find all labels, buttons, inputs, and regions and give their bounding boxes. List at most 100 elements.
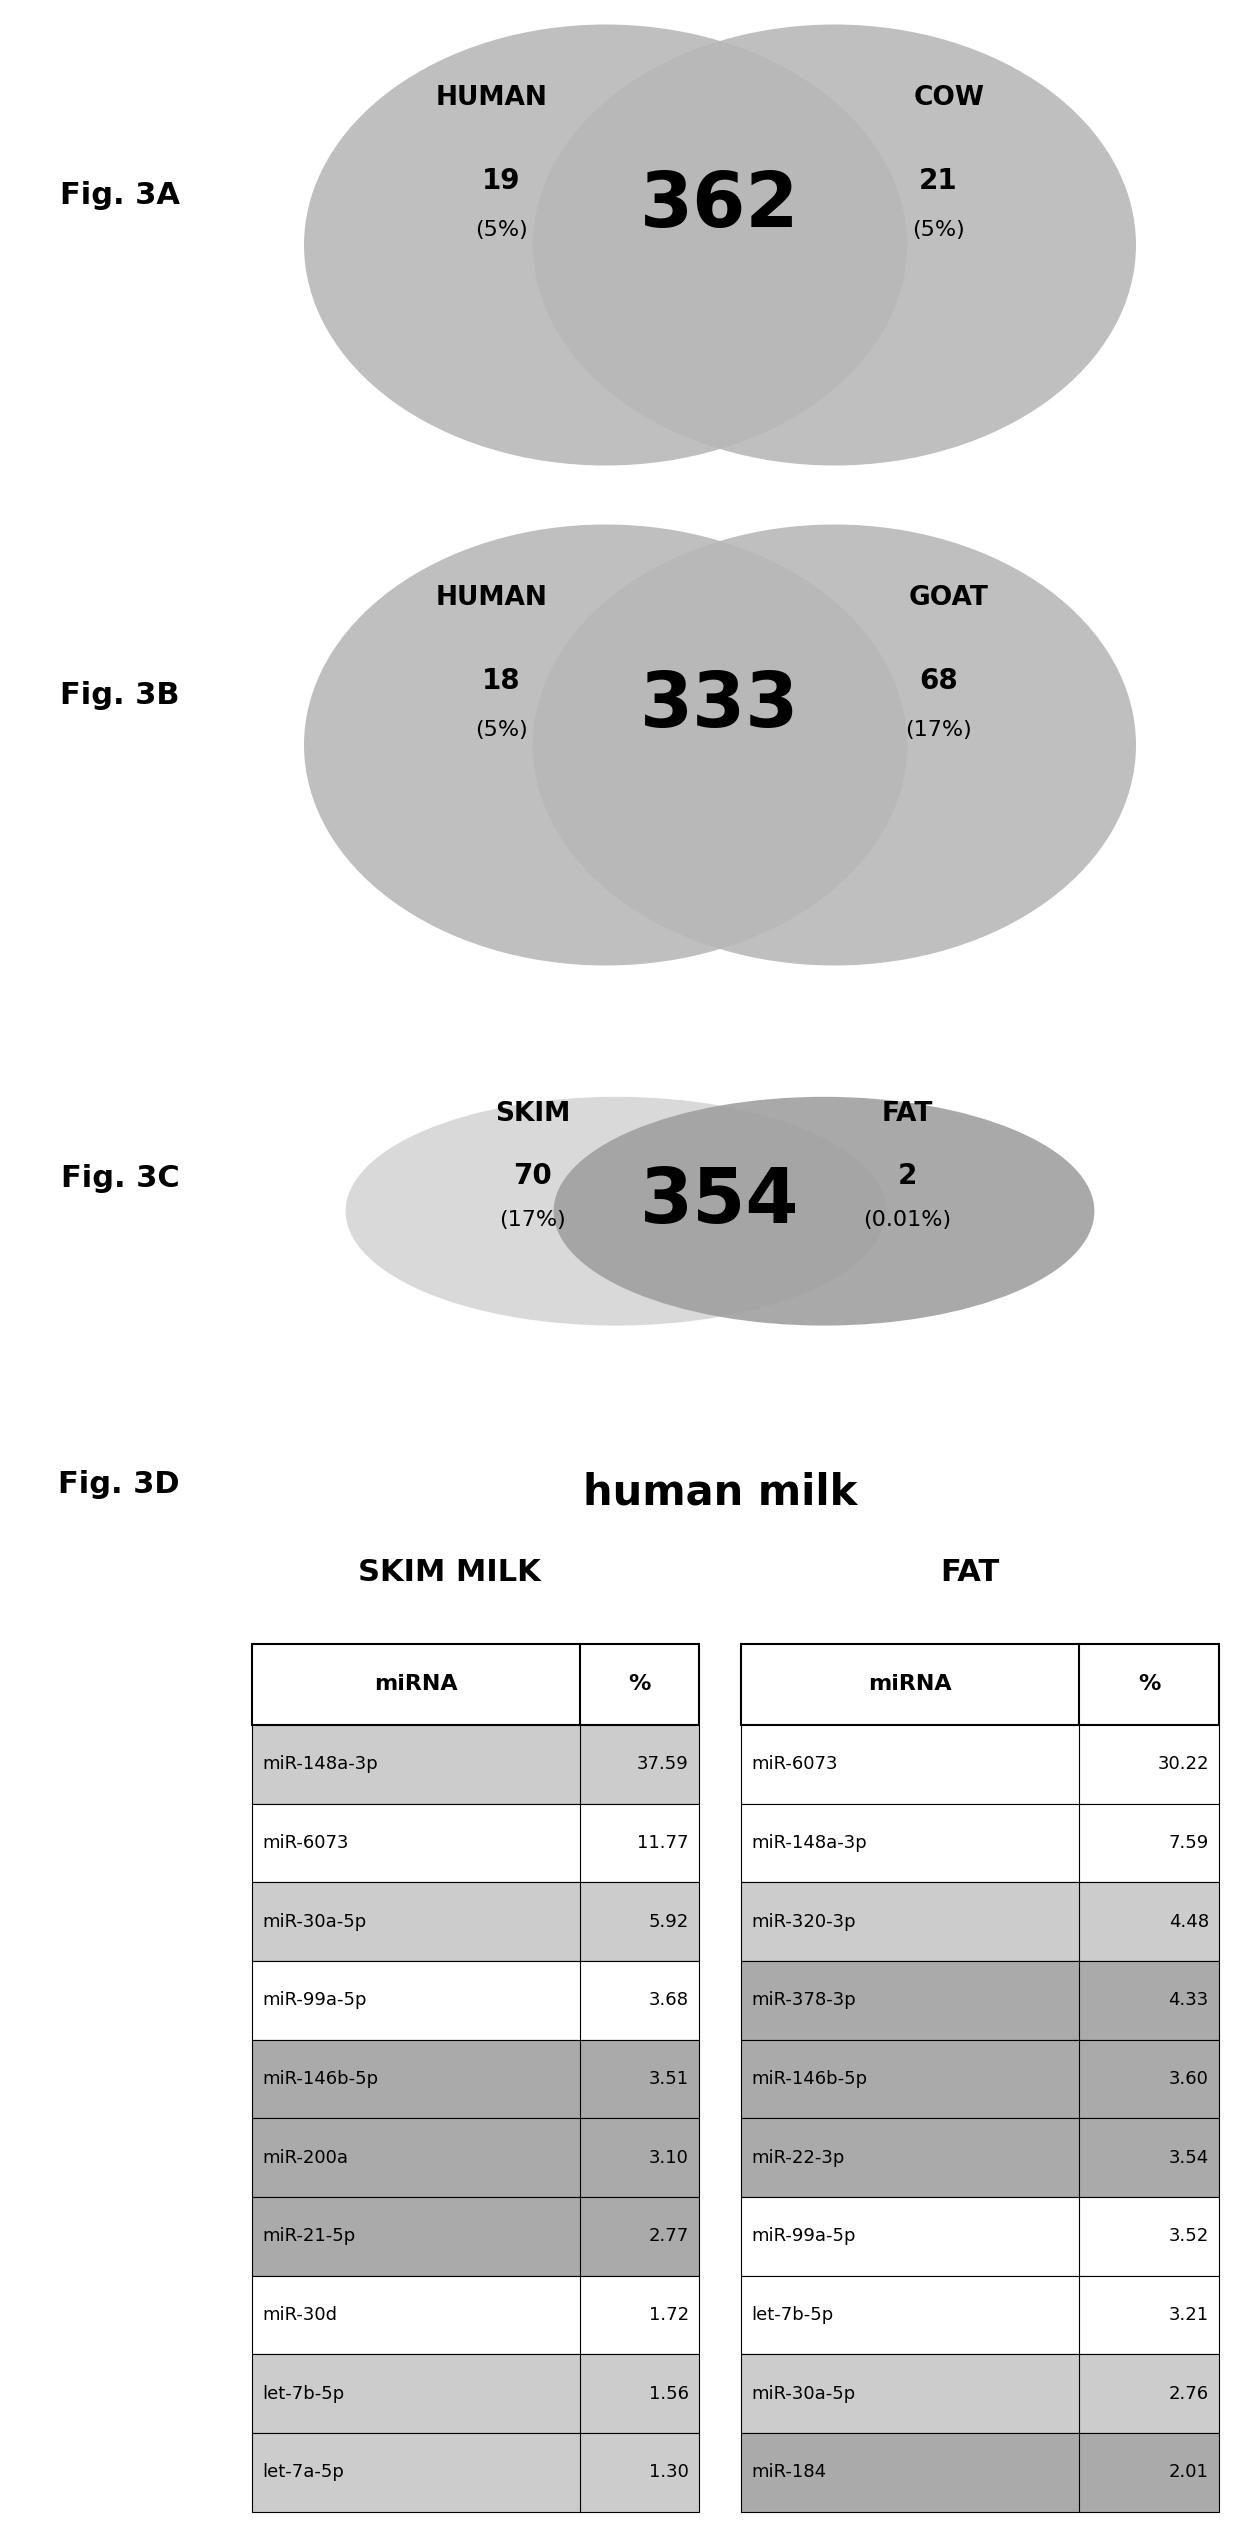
Bar [740, 2117, 1219, 2196]
Text: miR-30a-5p: miR-30a-5p [263, 1914, 367, 1931]
Bar [252, 1962, 699, 2038]
Text: 1.30: 1.30 [649, 2464, 688, 2482]
Text: (5%): (5%) [475, 721, 528, 741]
Ellipse shape [304, 25, 908, 466]
Text: %: % [1138, 1674, 1161, 1694]
Text: miR-146b-5p: miR-146b-5p [263, 2069, 378, 2087]
Text: miRNA: miRNA [868, 1674, 951, 1694]
Text: Fig. 3D: Fig. 3D [58, 1470, 180, 1498]
Text: miR-378-3p: miR-378-3p [751, 1993, 856, 2010]
Text: 3.52: 3.52 [1168, 2227, 1209, 2245]
Text: miR-21-5p: miR-21-5p [263, 2227, 356, 2245]
Text: 1.56: 1.56 [649, 2385, 688, 2403]
Bar [252, 2117, 699, 2196]
Text: FAT: FAT [882, 1101, 932, 1126]
Text: miR-200a: miR-200a [263, 2148, 348, 2166]
Text: 7.59: 7.59 [1168, 1835, 1209, 1852]
Text: let-7a-5p: let-7a-5p [263, 2464, 345, 2482]
Text: Fig. 3C: Fig. 3C [61, 1164, 180, 1192]
Text: GOAT: GOAT [909, 586, 988, 612]
Text: Fig. 3B: Fig. 3B [61, 680, 180, 711]
Text: miRNA: miRNA [374, 1674, 458, 1694]
Text: 2.01: 2.01 [1169, 2464, 1209, 2482]
Text: 3.21: 3.21 [1168, 2306, 1209, 2324]
Bar [252, 1804, 699, 1883]
Text: 362: 362 [640, 168, 800, 242]
Text: miR-184: miR-184 [751, 2464, 826, 2482]
Text: (5%): (5%) [913, 219, 965, 240]
Text: SKIM: SKIM [495, 1101, 570, 1126]
Text: miR-146b-5p: miR-146b-5p [751, 2069, 867, 2087]
Text: 37.59: 37.59 [637, 1756, 688, 1773]
Bar [252, 2433, 699, 2512]
Text: HUMAN: HUMAN [435, 586, 547, 612]
Bar [252, 2354, 699, 2433]
Text: miR-320-3p: miR-320-3p [751, 1914, 856, 1931]
Bar [740, 1643, 1219, 1725]
Text: 19: 19 [482, 168, 521, 196]
Bar [740, 2196, 1219, 2275]
Text: 4.48: 4.48 [1168, 1914, 1209, 1931]
Text: miR-99a-5p: miR-99a-5p [263, 1993, 367, 2010]
Text: 21: 21 [919, 168, 957, 196]
Text: Fig. 3A: Fig. 3A [60, 181, 180, 211]
Text: 3.54: 3.54 [1168, 2148, 1209, 2166]
Text: 2: 2 [898, 1162, 916, 1190]
Text: COW: COW [914, 84, 985, 112]
Bar [252, 1883, 699, 1962]
Text: miR-99a-5p: miR-99a-5p [751, 2227, 856, 2245]
Text: (5%): (5%) [475, 219, 528, 240]
Text: 354: 354 [640, 1164, 800, 1238]
Text: miR-22-3p: miR-22-3p [751, 2148, 844, 2166]
Text: 333: 333 [640, 668, 800, 744]
Bar [740, 2433, 1219, 2512]
Bar [252, 1725, 699, 1804]
Bar [740, 1883, 1219, 1962]
Text: FAT: FAT [940, 1557, 999, 1587]
Text: (17%): (17%) [905, 721, 972, 741]
Bar [740, 2038, 1219, 2117]
Text: 5.92: 5.92 [649, 1914, 688, 1931]
Text: SKIM MILK: SKIM MILK [358, 1557, 541, 1587]
Bar [740, 2354, 1219, 2433]
Text: 3.10: 3.10 [649, 2148, 688, 2166]
Circle shape [553, 1096, 1095, 1325]
Bar [252, 2275, 699, 2354]
Bar [740, 1725, 1219, 1804]
Bar [252, 2196, 699, 2275]
Text: 3.60: 3.60 [1169, 2069, 1209, 2087]
Text: 1.72: 1.72 [649, 2306, 688, 2324]
Bar [740, 1962, 1219, 2038]
Text: 70: 70 [513, 1162, 552, 1190]
Circle shape [346, 1096, 887, 1325]
Text: 18: 18 [482, 668, 521, 696]
Text: miR-6073: miR-6073 [751, 1756, 838, 1773]
Text: let-7b-5p: let-7b-5p [263, 2385, 345, 2403]
Text: 68: 68 [919, 668, 957, 696]
Text: (17%): (17%) [500, 1210, 567, 1231]
Text: miR-148a-3p: miR-148a-3p [263, 1756, 378, 1773]
Text: %: % [629, 1674, 651, 1694]
Bar [740, 1804, 1219, 1883]
Text: 2.76: 2.76 [1168, 2385, 1209, 2403]
Text: miR-6073: miR-6073 [263, 1835, 348, 1852]
Text: human milk: human milk [583, 1473, 857, 1514]
Text: HUMAN: HUMAN [435, 84, 547, 112]
Text: (0.01%): (0.01%) [863, 1210, 951, 1231]
Ellipse shape [304, 525, 908, 966]
Text: 4.33: 4.33 [1168, 1993, 1209, 2010]
Text: 2.77: 2.77 [649, 2227, 688, 2245]
Text: miR-30d: miR-30d [263, 2306, 337, 2324]
Bar [740, 2275, 1219, 2354]
Text: miR-30a-5p: miR-30a-5p [751, 2385, 856, 2403]
Text: let-7b-5p: let-7b-5p [751, 2306, 833, 2324]
Text: 3.51: 3.51 [649, 2069, 688, 2087]
Text: 3.68: 3.68 [649, 1993, 688, 2010]
Ellipse shape [533, 25, 1136, 466]
Ellipse shape [533, 525, 1136, 966]
Bar [252, 2038, 699, 2117]
Text: 30.22: 30.22 [1157, 1756, 1209, 1773]
Text: 11.77: 11.77 [637, 1835, 688, 1852]
Text: miR-148a-3p: miR-148a-3p [751, 1835, 867, 1852]
Bar [252, 1643, 699, 1725]
